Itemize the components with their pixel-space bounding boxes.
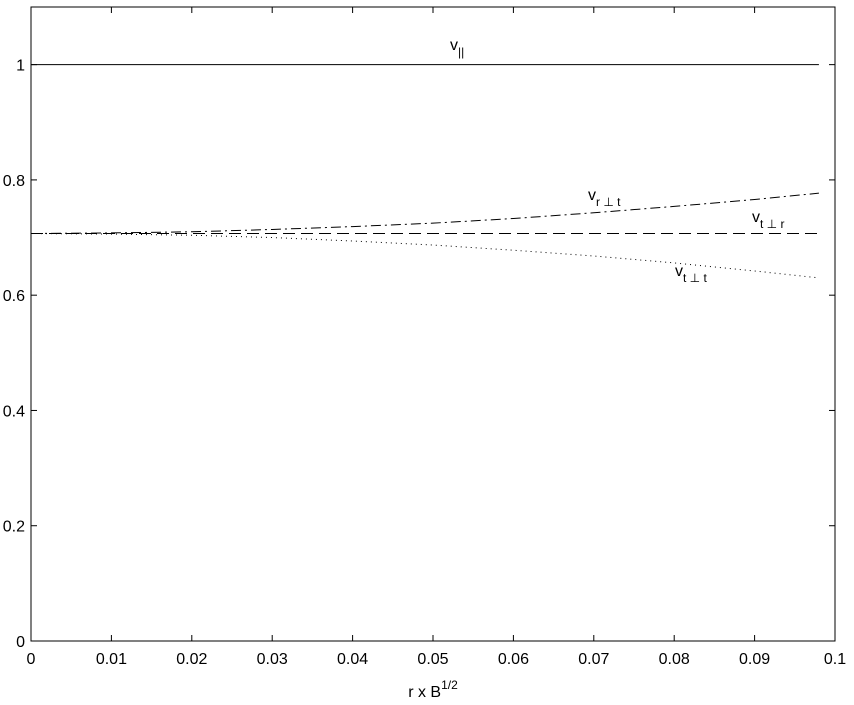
plot-frame	[30, 6, 836, 642]
y-tick-label: 0.4	[3, 403, 25, 420]
series-label-subscript: t ⊥ r	[760, 217, 784, 231]
x-axis-label-main: r x B	[408, 684, 441, 701]
x-tick-label: 0.03	[257, 651, 288, 668]
x-tick-label: 0	[27, 651, 36, 668]
series-label-name: v	[588, 187, 596, 204]
series-label-name: v	[752, 209, 760, 226]
x-tick-label: 0.09	[739, 651, 770, 668]
x-tick-label: 0.1	[824, 651, 846, 668]
series-label: vr ⊥ t	[588, 187, 621, 209]
series-label: vt ⊥ t	[675, 263, 707, 285]
series-label-name: v	[450, 37, 458, 54]
x-tick-label: 0.01	[96, 651, 127, 668]
series-label: vt ⊥ r	[752, 209, 784, 231]
y-tick-label: 0.8	[3, 173, 25, 190]
y-tick-label: 0	[16, 634, 25, 651]
series-label: v||	[450, 37, 464, 59]
y-tick-label: 0.6	[3, 288, 25, 305]
y-tick-label: 1	[16, 58, 25, 75]
series-label-name: v	[675, 263, 683, 280]
x-tick-label: 0.04	[337, 651, 368, 668]
x-tick-label: 0.07	[578, 651, 609, 668]
x-tick-label: 0.08	[659, 651, 690, 668]
x-tick-label: 0.02	[176, 651, 207, 668]
y-tick-label: 0.2	[3, 519, 25, 536]
series-label-subscript: t ⊥ t	[683, 271, 707, 285]
series-label-subscript: ||	[458, 45, 464, 59]
x-tick-label: 0.05	[417, 651, 448, 668]
series-line	[30, 192, 819, 235]
x-axis-label-superscript: 1/2	[441, 678, 458, 692]
x-tick-label: 0.06	[498, 651, 529, 668]
x-axis-label: r x B1/2	[408, 678, 458, 701]
series-label-subscript: r ⊥ t	[596, 195, 621, 209]
